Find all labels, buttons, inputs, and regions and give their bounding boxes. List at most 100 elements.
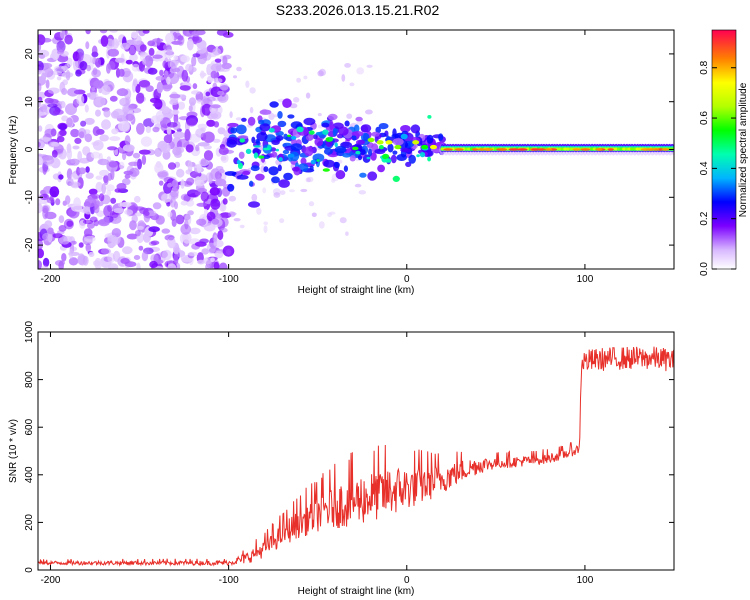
heatmap-cell (150, 240, 160, 246)
heatmap-cell (377, 164, 385, 173)
heatmap-cell (72, 145, 80, 150)
heatmap-cell (222, 54, 232, 60)
heatmap-cell (236, 66, 242, 72)
snr-series-line (38, 346, 674, 567)
heatmap-cell (129, 167, 140, 177)
heatmap-cell (90, 151, 101, 159)
heatmap-cell (235, 117, 243, 121)
heatmap-cell (109, 30, 118, 33)
heatmap-cell (251, 193, 258, 202)
heatmap-cell (268, 128, 275, 133)
heatmap-cell (508, 148, 520, 151)
heatmap-cell (171, 109, 180, 115)
heatmap-cell (84, 117, 95, 125)
colorbar-gradient (712, 30, 736, 269)
heatmap-cell (88, 251, 95, 257)
y-tick-label: -20 (24, 237, 35, 252)
heatmap-cell (135, 230, 141, 237)
heatmap-cell (194, 179, 205, 187)
snr-panel: -200 -100 0 100 0 200 400 600 800 1000 Height of… (8, 320, 675, 597)
heatmap-cell (400, 133, 408, 140)
heatmap-cell (166, 76, 171, 85)
heatmap-cell (305, 92, 311, 99)
heatmap-cell (200, 70, 205, 79)
heatmap-cell (125, 113, 135, 122)
heatmap-cell (68, 257, 79, 266)
heatmap-cell (228, 211, 236, 218)
heatmap-cell (356, 139, 365, 145)
heatmap-cell (384, 158, 392, 163)
heatmap-cell (300, 188, 308, 193)
heatmap-cell (99, 169, 110, 177)
heatmap-cell (251, 136, 256, 144)
heatmap-cell (187, 189, 199, 198)
heatmap-cell (210, 63, 222, 72)
heatmap-cell (335, 170, 346, 180)
heatmap-cell (312, 134, 318, 140)
heatmap-cell (98, 193, 105, 202)
spectrogram-marks (38, 30, 674, 269)
heatmap-cell (95, 57, 102, 68)
heatmap-cell (291, 136, 297, 140)
heatmap-cell (237, 162, 243, 169)
heatmap-cell (159, 69, 164, 77)
heatmap-cell (118, 120, 130, 132)
heatmap-cell (349, 82, 355, 87)
heatmap-cell (115, 57, 125, 63)
heatmap-cell (275, 135, 284, 141)
heatmap-cell (186, 177, 195, 186)
heatmap-cell (193, 36, 203, 43)
x-tick-label: 0 (404, 274, 410, 285)
heatmap-cell (228, 195, 237, 202)
heatmap-cell (61, 115, 69, 122)
heatmap-cell (189, 227, 201, 235)
heatmap-cell (210, 168, 221, 181)
heatmap-cell (185, 144, 194, 153)
x-tick-label: 100 (577, 575, 594, 586)
heatmap-cell (259, 109, 272, 115)
heatmap-cell (54, 260, 66, 266)
heatmap-cell (416, 154, 420, 158)
heatmap-cell (107, 146, 118, 151)
heatmap-cell (91, 45, 98, 57)
heatmap-cell (107, 61, 116, 71)
y-tick-label: 400 (24, 466, 35, 483)
heatmap-cell (215, 166, 224, 171)
heatmap-cell (368, 148, 372, 157)
heatmap-cell (443, 148, 453, 151)
heatmap-cell (122, 144, 135, 152)
heatmap-cell (275, 148, 279, 152)
heatmap-cell (210, 257, 215, 263)
heatmap-cell (287, 153, 295, 158)
heatmap-cell (308, 130, 315, 135)
heatmap-cell (646, 148, 656, 151)
heatmap-cell (75, 69, 82, 77)
snr-y-ticks: 0 200 400 600 800 1000 (24, 320, 674, 573)
y-tick-label: 10 (24, 96, 35, 108)
heatmap-cell (164, 49, 175, 59)
heatmap-cell (86, 93, 91, 98)
heatmap-cell (218, 147, 229, 155)
heatmap-cell (661, 148, 670, 151)
heatmap-cell (97, 158, 110, 166)
heatmap-cell (238, 151, 245, 159)
heatmap-cell (344, 120, 350, 127)
heatmap-cell (484, 148, 493, 151)
heatmap-cell (84, 235, 96, 243)
heatmap-cell (370, 152, 377, 161)
heatmap-cell (186, 38, 194, 51)
heatmap-cell (255, 139, 260, 144)
heatmap-cell (171, 218, 177, 227)
chart-title: S233.2026.013.15.21.R02 (275, 2, 440, 18)
heatmap-cell (66, 57, 73, 68)
heatmap-cell (400, 125, 411, 133)
y-tick-label: -10 (24, 190, 35, 205)
heatmap-cell (169, 93, 181, 99)
heatmap-cell (311, 212, 317, 218)
heatmap-cell (57, 131, 62, 141)
heatmap-cell (342, 153, 352, 158)
heatmap-cell (278, 179, 290, 188)
heatmap-cell (203, 257, 212, 265)
heatmap-cell (304, 146, 314, 157)
heatmap-cell (39, 103, 47, 113)
